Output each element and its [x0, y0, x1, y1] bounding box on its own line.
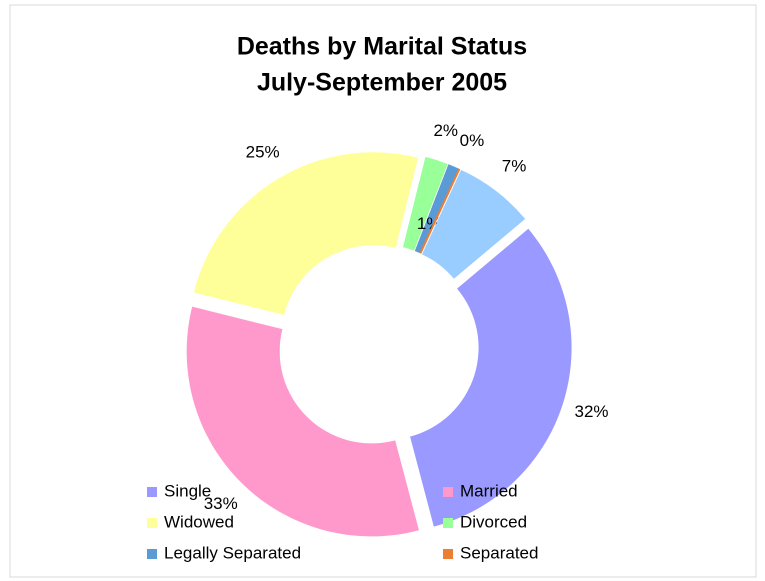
data-label: 33%: [204, 494, 238, 513]
legend-label: Legally Separated: [164, 543, 301, 562]
legend-marker: [443, 518, 453, 528]
data-label: 32%: [574, 402, 608, 421]
data-label: 0%: [460, 131, 485, 150]
legend-marker: [443, 549, 453, 559]
legend-marker: [443, 487, 453, 497]
slice: [419, 168, 461, 254]
legend-marker: [147, 518, 157, 528]
slice: [410, 228, 572, 527]
data-label: 7%: [502, 157, 527, 176]
slice: [186, 306, 419, 537]
legend-label: Married: [460, 481, 518, 500]
chart-title: Deaths by Marital Status: [237, 33, 527, 61]
legend-label: Single: [164, 481, 211, 500]
legend-label: Widowed: [164, 512, 234, 531]
slice: [402, 156, 448, 251]
legend-label: Divorced: [460, 512, 527, 531]
legend-marker: [147, 487, 157, 497]
slice: [193, 152, 419, 316]
legend-label: Separated: [460, 543, 538, 562]
chart-subtitle: July-September 2005: [257, 69, 507, 97]
data-label: 25%: [246, 142, 280, 161]
data-label: 2%: [433, 121, 458, 140]
slice: [422, 169, 526, 279]
slice: [414, 164, 460, 254]
legend-marker: [147, 549, 157, 559]
